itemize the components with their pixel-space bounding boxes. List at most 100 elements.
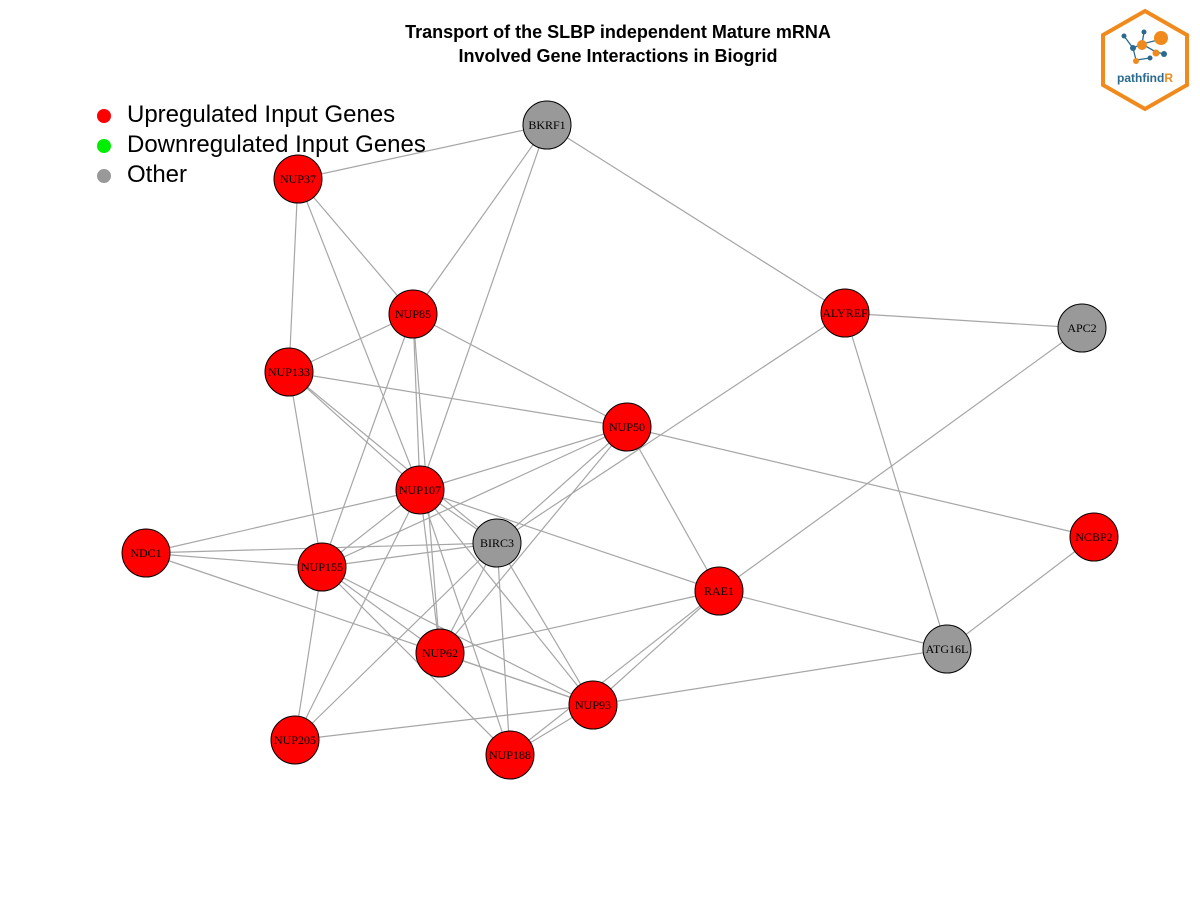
edge-nup85-nup155 [321,313,414,568]
node-layer: BKRF1 NUP37 NUP85 ALYREF APC2 NUP133 NUP50 NUP1… [121,100,1119,780]
edge-nup37-nup133 [288,178,299,373]
edge-alyref-birc3 [496,312,846,544]
edge-nup133-birc3 [288,371,498,544]
edge-nup37-nup85 [297,178,414,315]
node-label: NUP93 [575,698,611,712]
node-label: BKRF1 [528,118,565,132]
node-label: NUP50 [609,420,645,434]
node-circle [297,542,347,592]
logo-text: pathfindR [1100,71,1190,85]
network-logo-icon [1101,8,1189,112]
node-nup205: NUP205 [270,715,320,765]
edge-nup50-birc3 [496,426,628,544]
edge-nup107-ndc1 [145,489,421,554]
edge-nup133-nup107 [288,371,421,491]
edge-nup107-nup188 [419,489,511,756]
node-nup50: NUP50 [602,402,652,452]
node-label: RAE1 [704,584,734,598]
legend-dot-downregulated [97,139,111,153]
node-label: NUP188 [489,748,531,762]
edge-nup85-nup50 [412,313,628,428]
node-circle [388,289,438,339]
node-label: NDC1 [130,546,161,560]
edge-birc3-nup188 [496,542,511,756]
edge-alyref-atg16l [844,312,948,650]
edge-bkrf1-nup37 [297,124,548,180]
node-circle [820,288,870,338]
edge-birc3-nup205 [294,542,498,741]
node-nup93: NUP93 [568,680,618,730]
edge-nup50-nup155 [321,426,628,568]
pathfindr-logo: pathfindR [1100,8,1190,112]
node-circle [472,518,522,568]
node-nup37: NUP37 [273,154,323,204]
node-circle [602,402,652,452]
node-nup188: NUP188 [485,730,535,780]
edge-nup155-nup188 [321,566,511,756]
edge-nup62-nup93 [439,652,594,706]
node-atg16l: ATG16L [922,624,972,674]
edge-nup155-birc3 [321,542,498,568]
edge-nup133-nup155 [288,371,323,568]
legend-dot-upregulated [97,109,111,123]
logo-text-accent: R [1164,71,1173,85]
legend-label-downregulated: Downregulated Input Genes [127,131,426,158]
edge-rae1-nup188 [509,590,720,756]
node-label: NUP155 [301,560,343,574]
edge-nup50-nup107 [419,426,628,491]
node-circle [270,715,320,765]
node-circle [485,730,535,780]
edge-nup107-nup93 [419,489,594,706]
title-line-1: Transport of the SLBP independent Mature… [405,22,831,42]
edge-ndc1-nup155 [145,552,323,568]
node-nup85: NUP85 [388,289,438,339]
node-ncbp2: NCBP2 [1069,512,1119,562]
figure-title: Transport of the SLBP independent Mature… [0,20,1200,68]
node-label: NUP62 [422,646,458,660]
edge-nup93-nup205 [294,704,594,741]
node-label: ALYREF [822,306,868,320]
edge-bkrf1-alyref [546,124,846,314]
node-birc3: BIRC3 [472,518,522,568]
edge-nup155-nup205 [294,566,323,741]
node-label: NUP107 [399,483,441,497]
node-nup62: NUP62 [415,628,465,678]
node-circle [694,566,744,616]
node-apc2: APC2 [1057,303,1107,353]
node-circle [522,100,572,150]
edge-nup50-ncbp2 [626,426,1095,538]
edge-rae1-nup62 [439,590,720,654]
node-circle [395,465,445,515]
node-circle [264,347,314,397]
edge-nup133-nup50 [288,371,628,428]
edge-nup107-nup205 [294,489,421,741]
edge-apc2-rae1 [718,327,1083,592]
legend-label-upregulated: Upregulated Input Genes [127,101,396,128]
node-bkrf1: BKRF1 [522,100,572,150]
node-rae1: RAE1 [694,566,744,616]
legend-label-other: Other [127,161,188,188]
edge-rae1-nup93 [592,590,720,706]
edge-rae1-atg16l [718,590,948,650]
node-nup155: NUP155 [297,542,347,592]
node-circle [1069,512,1119,562]
node-label: NUP37 [280,172,316,186]
node-label: ATG16L [926,642,969,656]
edge-birc3-nup93 [496,542,594,706]
node-circle [273,154,323,204]
edge-bkrf1-nup85 [412,124,548,315]
node-label: NCBP2 [1075,530,1112,544]
node-circle [922,624,972,674]
node-label: NUP85 [395,307,431,321]
edge-nup50-nup62 [439,426,628,654]
node-circle [121,528,171,578]
edge-alyref-apc2 [844,312,1083,329]
edge-nup85-nup107 [412,313,421,491]
logo-text-main: pathfind [1117,71,1165,85]
node-circle [1057,303,1107,353]
edge-nup50-rae1 [626,426,720,592]
legend-dot-other [97,169,111,183]
node-label: APC2 [1067,321,1096,335]
